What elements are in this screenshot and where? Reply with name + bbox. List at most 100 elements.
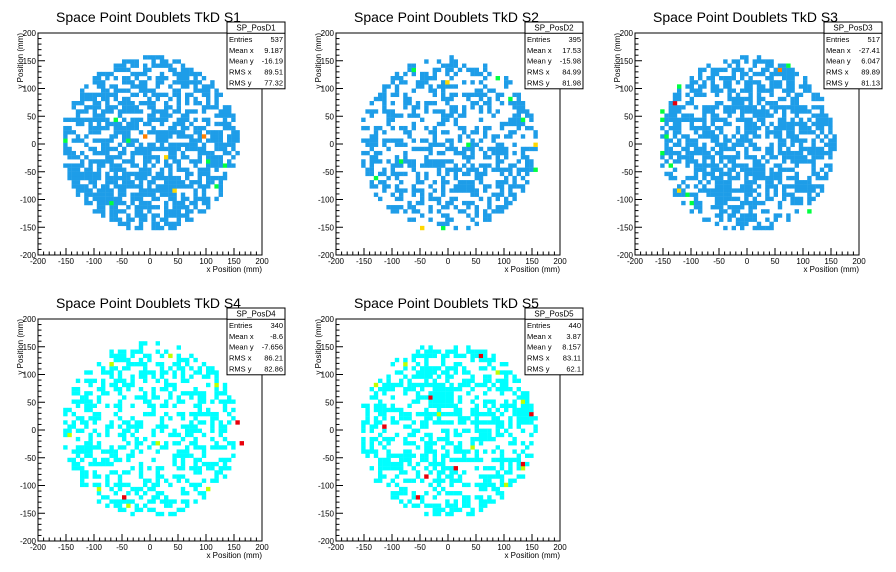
histogram-bin	[710, 138, 715, 143]
histogram-bin	[386, 159, 391, 164]
histogram-bin	[495, 159, 500, 164]
histogram-bin	[403, 416, 408, 421]
histogram-bin	[126, 80, 131, 85]
histogram-bin	[71, 180, 76, 185]
histogram-bin	[143, 362, 148, 367]
histogram-bin	[441, 357, 446, 363]
histogram-bin	[478, 432, 484, 438]
histogram-bin	[168, 353, 173, 359]
histogram-bin	[155, 96, 160, 102]
histogram-bin	[512, 175, 517, 181]
histogram-bin	[478, 507, 484, 513]
histogram-bin	[390, 192, 395, 197]
histogram-bin	[499, 205, 505, 210]
histogram-bin	[382, 428, 387, 433]
histogram-bin	[491, 399, 496, 404]
stats-label: Mean x	[826, 46, 851, 55]
y-tick-label: 100	[23, 85, 37, 94]
histogram-bin	[672, 142, 678, 147]
histogram-bin	[403, 100, 408, 106]
histogram-bin	[159, 92, 165, 98]
histogram-bin	[819, 150, 825, 156]
histogram-bin	[151, 205, 156, 210]
histogram-bin	[101, 80, 106, 85]
histogram-bin	[512, 184, 517, 189]
x-tick-label: 150	[227, 543, 241, 552]
histogram-bin	[773, 105, 778, 110]
histogram-bin	[815, 105, 820, 110]
histogram-bin	[719, 184, 724, 189]
histogram-bin	[672, 192, 678, 197]
histogram-bin	[180, 424, 186, 429]
x-tick-label: 150	[525, 257, 539, 266]
histogram-bin	[516, 424, 521, 429]
histogram-bin	[525, 445, 530, 450]
histogram-bin	[134, 92, 139, 98]
histogram-bin	[96, 482, 102, 488]
histogram-bin	[761, 71, 766, 77]
histogram-bin	[436, 416, 442, 421]
histogram-bin	[432, 411, 437, 417]
histogram-bin	[445, 503, 450, 508]
plot-title: Space Point Doublets TkD S1	[56, 9, 241, 25]
histogram-bin	[424, 378, 429, 384]
histogram-bin	[63, 163, 68, 168]
histogram-bin	[75, 138, 81, 143]
histogram-bin	[206, 175, 211, 181]
histogram-bin	[130, 84, 135, 89]
histogram-bin	[185, 209, 190, 214]
histogram-bin	[432, 159, 437, 164]
histogram-bin	[445, 171, 450, 177]
histogram-bin	[470, 511, 475, 517]
histogram-bin	[504, 167, 509, 172]
histogram-bin	[786, 167, 791, 172]
histogram-bin	[504, 205, 509, 210]
histogram-bin	[407, 200, 412, 206]
histogram-bin	[378, 432, 383, 438]
histogram-bin	[504, 407, 509, 413]
histogram-bin	[420, 76, 425, 81]
histogram-bin	[491, 411, 496, 417]
histogram-bin	[470, 407, 475, 413]
histogram-bin	[677, 96, 682, 102]
histogram-bin	[714, 205, 720, 210]
histogram-bin	[193, 125, 198, 131]
histogram-bin	[672, 188, 678, 193]
histogram-bin	[88, 378, 93, 384]
histogram-bin	[134, 491, 139, 496]
histogram-bin	[782, 76, 787, 81]
histogram-bin	[719, 150, 724, 156]
histogram-bin	[80, 416, 85, 421]
histogram-bin	[487, 105, 492, 110]
histogram-bin	[134, 150, 139, 156]
histogram-bin	[470, 507, 475, 513]
histogram-bin	[740, 117, 745, 122]
x-tick-label: -50	[116, 257, 128, 266]
histogram-bin	[735, 150, 741, 156]
histogram-bin	[470, 71, 475, 77]
histogram-bin	[714, 213, 720, 218]
histogram-bin	[172, 121, 177, 127]
histogram-bin	[126, 441, 131, 446]
histogram-bin	[445, 432, 450, 438]
histogram-bin	[180, 399, 186, 404]
histogram-bin	[432, 386, 437, 392]
histogram-bin	[529, 159, 534, 164]
histogram-bin	[483, 63, 488, 68]
histogram-bin	[794, 188, 799, 193]
histogram-bin	[382, 461, 387, 467]
histogram-bin	[740, 55, 745, 60]
histogram-bin	[92, 196, 97, 202]
histogram-bin	[399, 382, 404, 388]
histogram-bin	[445, 80, 450, 85]
histogram-bin	[466, 188, 471, 193]
histogram-bin	[702, 134, 707, 139]
histogram-bin	[786, 63, 791, 68]
histogram-bin	[189, 411, 194, 417]
histogram-bin	[172, 428, 177, 433]
histogram-bin	[777, 205, 783, 210]
histogram-bin	[92, 192, 97, 197]
histogram-bin	[748, 142, 753, 147]
histogram-bin	[172, 511, 177, 517]
histogram-bin	[151, 100, 156, 106]
